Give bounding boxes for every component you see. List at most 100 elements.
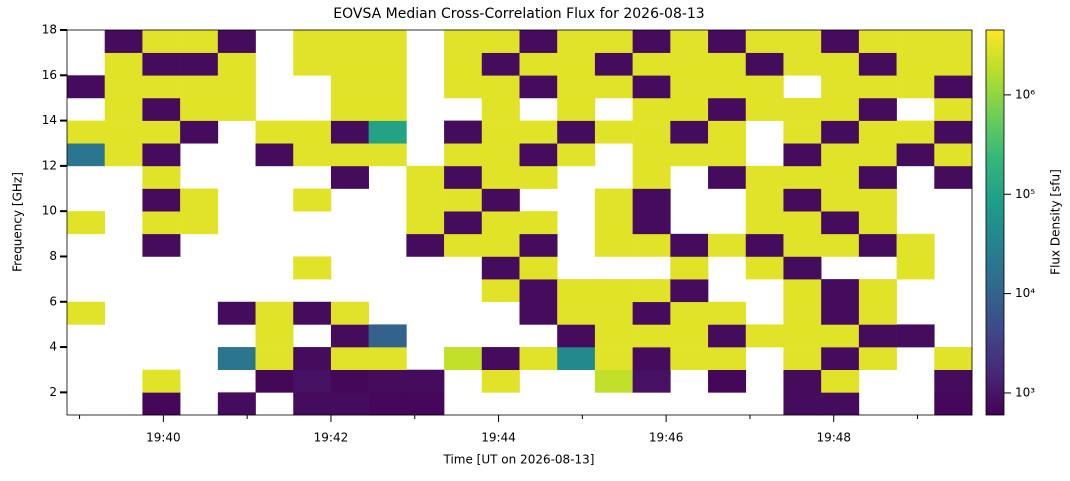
cell — [444, 347, 483, 371]
x-tick-label: 19:46 — [649, 431, 684, 445]
y-tick-label: 6 — [49, 294, 57, 308]
cell — [444, 143, 483, 167]
cell — [293, 256, 332, 280]
cell — [142, 120, 181, 144]
cell — [670, 233, 709, 257]
cell — [368, 75, 407, 99]
cell — [255, 347, 294, 371]
colorbar — [985, 29, 1005, 416]
cell — [557, 324, 596, 348]
cell — [481, 256, 520, 280]
cell — [594, 188, 633, 212]
cell — [519, 301, 558, 325]
chart-title: EOVSA Median Cross-Correlation Flux for … — [333, 6, 704, 22]
cell — [67, 143, 106, 167]
cell — [481, 143, 520, 167]
cell — [821, 30, 860, 53]
cell — [519, 233, 558, 257]
x-tick-label: 19:40 — [146, 431, 181, 445]
cell — [858, 30, 897, 53]
cell — [821, 165, 860, 189]
cell — [368, 52, 407, 76]
cell — [594, 233, 633, 257]
cell — [481, 347, 520, 371]
cell — [255, 143, 294, 167]
cell — [180, 52, 219, 76]
cell — [858, 165, 897, 189]
cell — [293, 301, 332, 325]
cell — [934, 369, 973, 393]
cell — [104, 75, 143, 99]
cell — [406, 188, 445, 212]
cell — [708, 97, 747, 121]
cell — [330, 120, 369, 144]
cell — [783, 301, 822, 325]
cell — [557, 97, 596, 121]
cell — [255, 324, 294, 348]
cell — [217, 347, 256, 371]
cell — [896, 52, 935, 76]
cell — [745, 30, 784, 53]
cell — [670, 30, 709, 53]
cell — [670, 347, 709, 371]
cell — [481, 211, 520, 235]
cell — [444, 165, 483, 189]
cell — [557, 143, 596, 167]
cell — [821, 324, 860, 348]
cell — [632, 211, 671, 235]
colorbar-label: Flux Density [sfu] — [1049, 169, 1063, 275]
cell — [821, 188, 860, 212]
cell — [858, 347, 897, 371]
cell — [594, 279, 633, 303]
y-tick-label: 16 — [42, 68, 57, 82]
cell — [217, 301, 256, 325]
colorbar-tick-label: 10⁴ — [1015, 286, 1035, 300]
cell — [406, 165, 445, 189]
cell — [934, 347, 973, 371]
cell — [444, 30, 483, 53]
cell — [934, 30, 973, 53]
cell — [896, 143, 935, 167]
cell — [368, 392, 407, 416]
cell — [481, 75, 520, 99]
cell — [745, 97, 784, 121]
cell — [481, 52, 520, 76]
cell — [330, 165, 369, 189]
cell — [670, 256, 709, 280]
plot-frame — [66, 29, 973, 416]
cell — [821, 279, 860, 303]
cell — [896, 75, 935, 99]
cell — [858, 301, 897, 325]
cell — [745, 188, 784, 212]
cell — [632, 143, 671, 167]
cell — [557, 347, 596, 371]
cell — [293, 188, 332, 212]
cell — [368, 97, 407, 121]
cell — [142, 392, 181, 416]
cell — [821, 347, 860, 371]
cell — [783, 347, 822, 371]
cell — [896, 30, 935, 53]
cell — [142, 211, 181, 235]
cell — [481, 369, 520, 393]
cell — [519, 75, 558, 99]
cell — [406, 369, 445, 393]
cell — [142, 52, 181, 76]
cell — [745, 211, 784, 235]
cell — [104, 97, 143, 121]
cell — [858, 75, 897, 99]
cell — [594, 75, 633, 99]
cell — [293, 52, 332, 76]
cell — [557, 75, 596, 99]
cell — [821, 97, 860, 121]
cell — [330, 347, 369, 371]
cell — [821, 211, 860, 235]
cell — [406, 233, 445, 257]
cell — [444, 75, 483, 99]
cell — [632, 369, 671, 393]
cell — [444, 211, 483, 235]
cell — [783, 120, 822, 144]
cell — [821, 75, 860, 99]
cell — [594, 30, 633, 53]
